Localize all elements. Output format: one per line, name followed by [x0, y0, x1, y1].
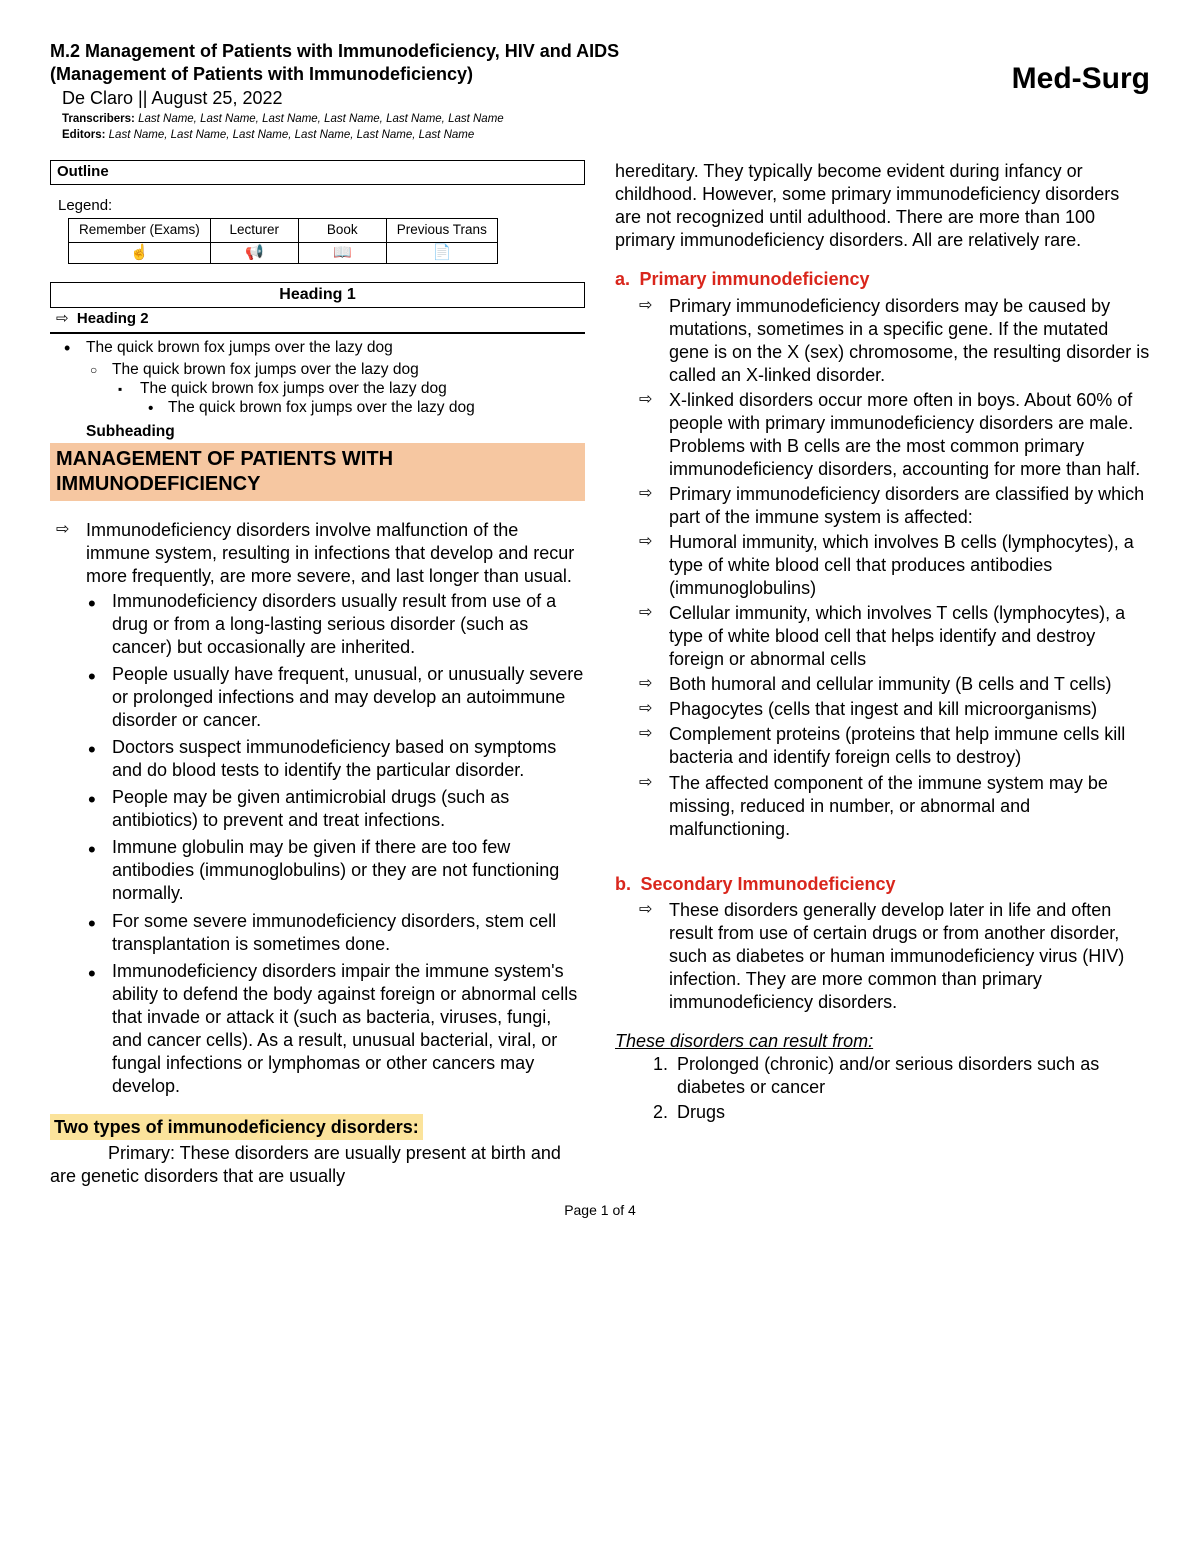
- lecturer-icon: 📢: [210, 242, 298, 264]
- list-item: X-linked disorders occur more often in b…: [663, 389, 1150, 481]
- list-item: Prolonged (chronic) and/or serious disor…: [673, 1053, 1150, 1099]
- b-title: Secondary Immunodeficiency: [640, 874, 895, 894]
- list-item: For some severe immunodeficiency disorde…: [108, 910, 585, 956]
- heading-2-row: ⇨ Heading 2: [50, 308, 585, 334]
- list-item: Humoral immunity, which involves B cells…: [663, 531, 1150, 600]
- main-banner: MANAGEMENT OF PATIENTS WITH IMMUNODEFICI…: [50, 443, 585, 501]
- doc-title-line1: M.2 Management of Patients with Immunode…: [50, 40, 619, 63]
- list-item: Drugs: [673, 1101, 1150, 1124]
- intro-arrow-item: Immunodeficiency disorders involve malfu…: [80, 519, 585, 588]
- list-item: People usually have frequent, unusual, o…: [108, 663, 585, 732]
- outline-box: Outline: [50, 160, 585, 185]
- right-column: hereditary. They typically become eviden…: [615, 160, 1150, 1188]
- col2-top-paragraph: hereditary. They typically become eviden…: [615, 160, 1150, 252]
- list-item: Immunodeficiency disorders impair the im…: [108, 960, 585, 1098]
- list-item: Primary immunodeficiency disorders are c…: [663, 483, 1150, 529]
- legend-label: Legend:: [58, 197, 585, 216]
- list-item: Phagocytes (cells that ingest and kill m…: [663, 698, 1150, 721]
- brand: Med-Surg: [1012, 40, 1150, 98]
- list-item: Immunodeficiency disorders usually resul…: [108, 590, 585, 659]
- legend-table: Remember (Exams) Lecturer Book Previous …: [68, 218, 498, 265]
- primary-intro: Primary: These disorders are usually pre…: [50, 1142, 585, 1188]
- doc-title-line2: (Management of Patients with Immunodefic…: [50, 63, 619, 86]
- arrow-icon: ⇨: [56, 310, 69, 327]
- section-a: a. Primary immunodeficiency: [615, 268, 1150, 291]
- a-title: Primary immunodeficiency: [639, 269, 869, 289]
- list-item: Complement proteins (proteins that help …: [663, 723, 1150, 769]
- a-points: Primary immunodeficiency disorders may b…: [615, 295, 1150, 841]
- list-item: Immune globulin may be given if there ar…: [108, 836, 585, 905]
- list-item: The affected component of the immune sys…: [663, 772, 1150, 841]
- list-item: Primary immunodeficiency disorders may b…: [663, 295, 1150, 387]
- section-b: b. Secondary Immunodeficiency: [615, 873, 1150, 896]
- list-item: Cellular immunity, which involves T cell…: [663, 602, 1150, 671]
- legend-h-book: Book: [298, 218, 386, 242]
- editors: Editors: Last Name, Last Name, Last Name…: [50, 128, 619, 142]
- list-item: Both humoral and cellular immunity (B ce…: [663, 673, 1150, 696]
- list-item: Doctors suspect immunodeficiency based o…: [108, 736, 585, 782]
- legend-h-remember: Remember (Exams): [69, 218, 211, 242]
- list-item: People may be given antimicrobial drugs …: [108, 786, 585, 832]
- sample-bullets: The quick brown fox jumps over the lazy …: [50, 338, 585, 357]
- heading-1: Heading 1: [50, 282, 585, 308]
- intro-bullet-list: Immunodeficiency disorders usually resul…: [50, 590, 585, 1098]
- prevtrans-icon: 📄: [386, 242, 497, 264]
- result-from-list: Prolonged (chronic) and/or serious disor…: [615, 1053, 1150, 1124]
- result-from-label: These disorders can result from:: [615, 1030, 1150, 1053]
- byline: De Claro || August 25, 2022: [50, 87, 619, 110]
- subheading: Subheading: [50, 422, 585, 441]
- list-item: These disorders generally develop later …: [663, 899, 1150, 1014]
- b-points: These disorders generally develop later …: [615, 899, 1150, 1014]
- page-header: M.2 Management of Patients with Immunode…: [50, 40, 1150, 142]
- remember-icon: ☝: [69, 242, 211, 264]
- legend-h-lecturer: Lecturer: [210, 218, 298, 242]
- transcribers: Transcribers: Last Name, Last Name, Last…: [50, 112, 619, 126]
- legend-h-prev: Previous Trans: [386, 218, 497, 242]
- left-column: Outline Legend: Remember (Exams) Lecture…: [50, 160, 585, 1188]
- book-icon: 📖: [298, 242, 386, 264]
- page-footer: Page 1 of 4: [50, 1202, 1150, 1220]
- intro-arrow-list: Immunodeficiency disorders involve malfu…: [50, 519, 585, 588]
- two-types-banner: Two types of immunodeficiency disorders:: [50, 1114, 423, 1141]
